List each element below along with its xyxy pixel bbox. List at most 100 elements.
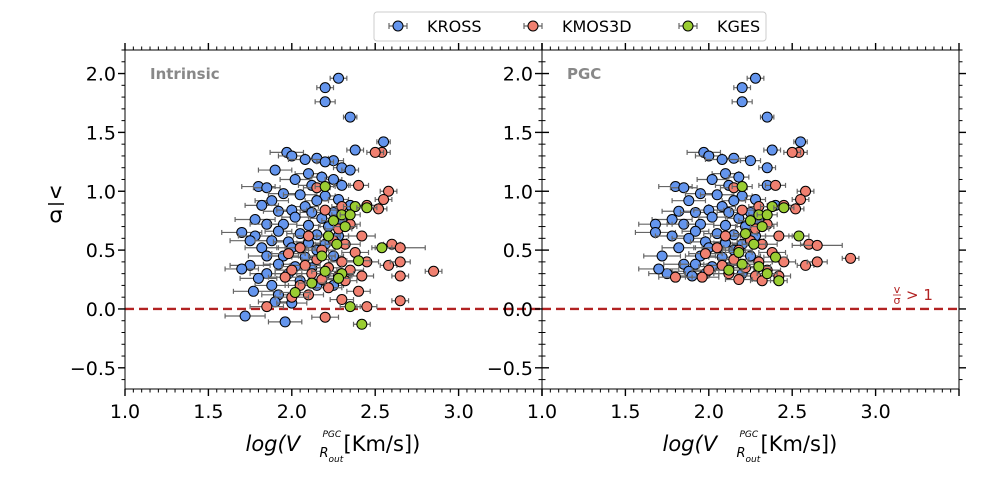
legend-item-kross: KROSS: [388, 17, 482, 36]
data-point: [713, 219, 738, 231]
marker: [269, 164, 281, 176]
marker: [673, 205, 685, 217]
data-point: [314, 181, 336, 193]
marker: [703, 264, 715, 276]
x-label-subsubscript: out: [329, 455, 344, 465]
data-point: [738, 215, 763, 227]
data-point: [841, 252, 860, 264]
marker: [256, 199, 268, 211]
marker: [719, 219, 731, 231]
data-point: [724, 246, 753, 258]
marker: [786, 146, 798, 158]
data-point: [346, 285, 371, 297]
marker: [266, 195, 278, 207]
marker: [745, 250, 756, 262]
data-point: [791, 193, 810, 205]
x-tick-label: 1.5: [193, 401, 223, 423]
data-point: [758, 162, 777, 174]
x-label-suffix: [Km/s]): [761, 432, 838, 456]
marker: [266, 279, 278, 291]
data-point: [316, 230, 341, 242]
y-ticks: −0.5 0.0 0.5 1.0 1.5 2.0: [70, 49, 549, 381]
data-point: [254, 279, 290, 291]
data-point: [739, 250, 762, 262]
data-point: [241, 181, 276, 193]
data-point: [379, 185, 398, 197]
data-point: [342, 111, 358, 123]
marker: [311, 195, 323, 207]
data-point: [643, 250, 682, 262]
marker: [703, 150, 715, 162]
x-axis-label: log(V PGC R out [Km/s]): [663, 430, 838, 465]
data-point: [759, 111, 775, 123]
data-point: [788, 230, 810, 242]
data-point: [249, 301, 285, 313]
data-point: [763, 251, 788, 263]
marker: [272, 205, 284, 217]
series-kross: [221, 72, 391, 328]
data-point: [739, 155, 762, 167]
data-point: [232, 285, 275, 297]
marker: [778, 202, 790, 214]
data-point: [728, 171, 750, 183]
marker: [795, 193, 807, 205]
marker: [770, 179, 782, 191]
marker: [344, 209, 356, 221]
marker: [394, 295, 406, 307]
marker: [750, 72, 762, 84]
x-label-prefix: log(V: [246, 432, 302, 456]
marker: [378, 193, 390, 205]
marker: [356, 230, 368, 242]
data-point: [304, 195, 330, 207]
data-point: [329, 72, 348, 84]
marker: [322, 282, 334, 294]
marker: [319, 204, 331, 216]
marker: [699, 248, 711, 260]
data-point: [744, 193, 767, 205]
data-point: [314, 96, 336, 108]
marker: [356, 318, 368, 330]
marker: [299, 153, 311, 165]
marker: [261, 182, 273, 194]
marker: [733, 171, 745, 183]
data-point: [714, 264, 743, 276]
x-tick-label: 1.0: [110, 401, 140, 423]
scatter-points: [221, 72, 443, 330]
data-point: [339, 209, 361, 221]
data-point: [316, 156, 335, 168]
marker: [369, 146, 381, 158]
marker: [795, 136, 807, 148]
marker: [800, 185, 812, 197]
data-point: [311, 311, 340, 323]
data-point: [356, 202, 378, 214]
scatter-points: [634, 72, 860, 287]
data-point: [307, 250, 336, 262]
marker: [279, 316, 291, 328]
data-point: [764, 179, 787, 191]
data-point: [274, 264, 310, 276]
marker: [279, 271, 291, 283]
marker: [761, 268, 773, 280]
marker: [319, 82, 331, 94]
marker: [711, 242, 723, 254]
data-point: [671, 195, 707, 207]
marker: [306, 277, 318, 289]
y-tick-label: 0.5: [503, 240, 533, 262]
data-point: [326, 272, 351, 284]
marker: [289, 211, 301, 223]
data-point: [254, 235, 290, 247]
marker: [344, 111, 356, 123]
y-tick-label: 1.5: [503, 122, 533, 144]
marker: [353, 179, 365, 191]
marker: [736, 82, 748, 94]
marker: [344, 164, 356, 176]
marker: [383, 259, 395, 271]
legend-label-kges: KGES: [717, 17, 760, 36]
marker: [319, 181, 331, 193]
marker: [353, 285, 365, 297]
marker: [319, 265, 331, 277]
x-label-subscript: R: [737, 446, 746, 461]
marker: [394, 242, 406, 254]
data-point: [746, 72, 765, 84]
data-point: [764, 230, 793, 242]
